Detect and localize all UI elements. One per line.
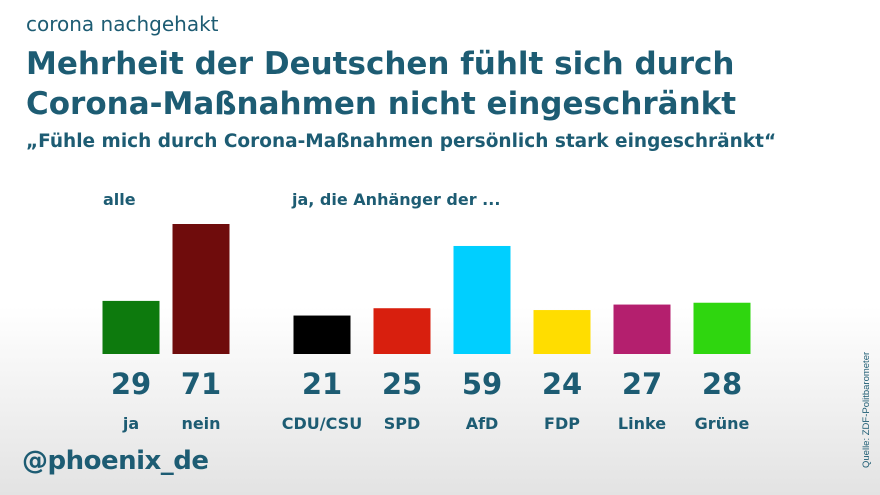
chart-title: Mehrheit der Deutschen fühlt sich durch … bbox=[26, 46, 737, 122]
category-label: Grüne bbox=[695, 414, 750, 433]
chart-subtitle: „Fühle mich durch Corona-Maßnahmen persö… bbox=[26, 131, 777, 152]
value-label: 28 bbox=[702, 367, 742, 401]
group-label-all: alle bbox=[103, 190, 136, 209]
category-label: ja bbox=[122, 414, 139, 433]
bar-nein bbox=[172, 224, 230, 354]
category-label: CDU/CSU bbox=[282, 414, 362, 433]
bar-cdu-csu bbox=[293, 315, 351, 354]
bar-grüne bbox=[693, 302, 751, 354]
bar-ja bbox=[102, 300, 160, 354]
group-label-parties: ja, die Anhänger der ... bbox=[292, 190, 501, 209]
category-label: nein bbox=[181, 414, 220, 433]
value-label: 71 bbox=[181, 367, 221, 401]
source-note: Quelle: ZDF-Politbarometer bbox=[861, 351, 872, 468]
category-label: SPD bbox=[384, 414, 421, 433]
value-label: 24 bbox=[542, 367, 582, 401]
value-label: 25 bbox=[382, 367, 422, 401]
bar-spd bbox=[373, 308, 431, 354]
category-label: Linke bbox=[618, 414, 666, 433]
value-label: 27 bbox=[622, 367, 662, 401]
category-label: FDP bbox=[544, 414, 580, 433]
bar-afd bbox=[453, 245, 511, 354]
kicker-label: corona nachgehakt bbox=[26, 12, 219, 36]
bar-linke bbox=[613, 304, 671, 354]
value-label: 59 bbox=[462, 367, 502, 401]
category-label: AfD bbox=[466, 414, 499, 433]
value-label: 21 bbox=[302, 367, 342, 401]
value-label: 29 bbox=[111, 367, 151, 401]
bar-fdp bbox=[533, 310, 591, 354]
brand-handle: @phoenix_de bbox=[22, 446, 209, 476]
